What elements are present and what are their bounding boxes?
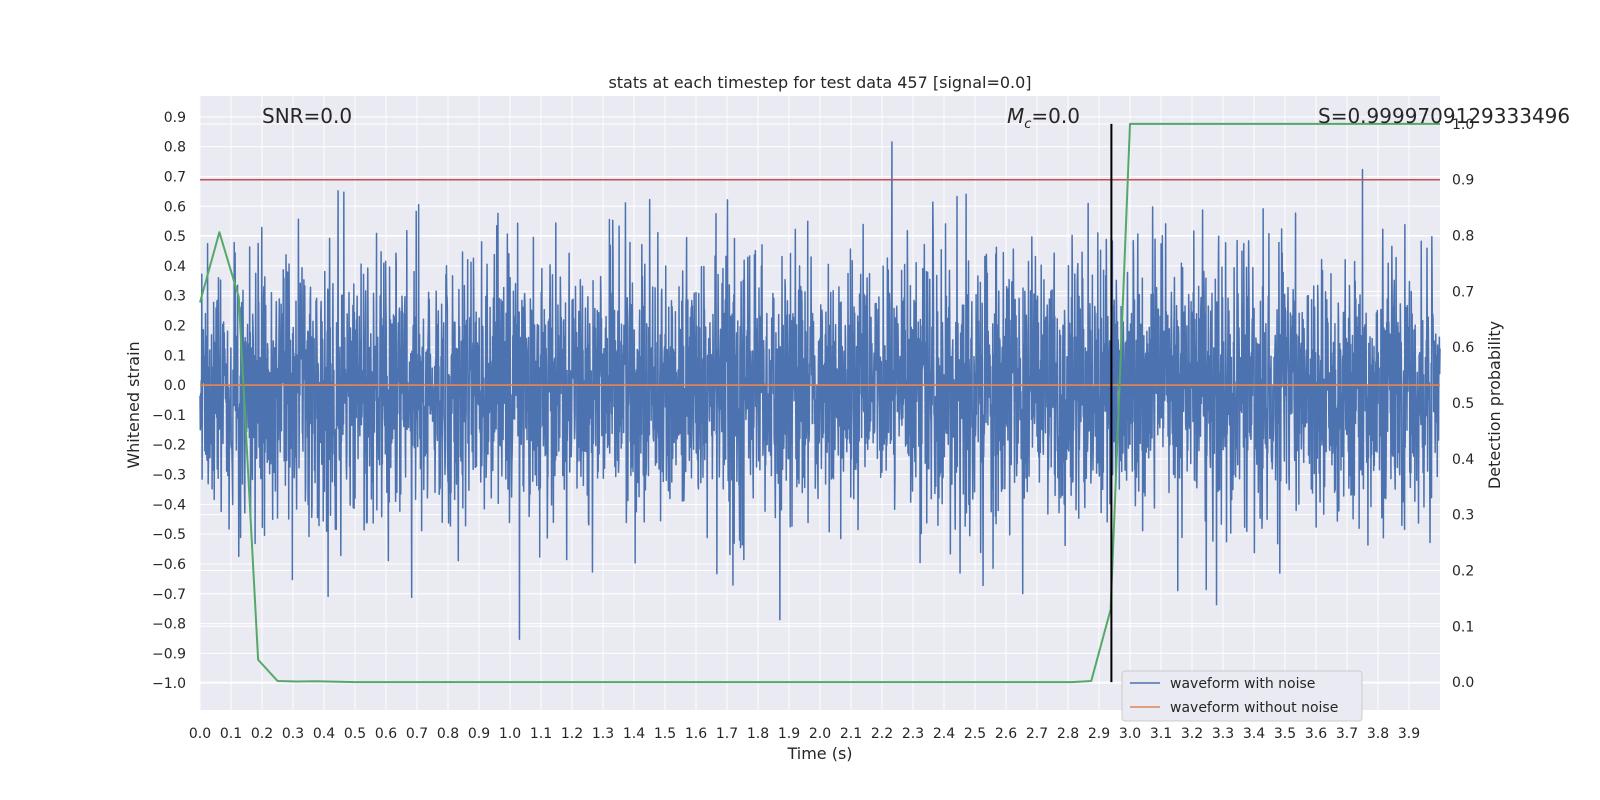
chart-title: stats at each timestep for test data 457… xyxy=(608,73,1031,92)
significance-annotation: S=0.9999709129333496 xyxy=(1318,104,1570,128)
y-tick-label: −0.3 xyxy=(152,468,186,484)
y2-tick-label: 0.0 xyxy=(1452,675,1474,691)
y-tick-label: −0.6 xyxy=(152,557,186,573)
y-tick-label: −0.8 xyxy=(152,617,186,633)
x-tick-label: 2.2 xyxy=(871,726,893,742)
y2-tick-label: 0.4 xyxy=(1452,452,1474,468)
x-tick-label: 0.8 xyxy=(437,726,459,742)
y-tick-label: 0.5 xyxy=(164,229,186,245)
x-tick-label: 3.8 xyxy=(1367,726,1389,742)
x-tick-label: 2.7 xyxy=(1026,726,1048,742)
y-tick-label: −0.5 xyxy=(152,527,186,543)
x-tick-label: 0.7 xyxy=(406,726,428,742)
y2-tick-label: 0.1 xyxy=(1452,619,1474,635)
x-tick-label: 2.3 xyxy=(902,726,924,742)
y-tick-label: −0.9 xyxy=(152,646,186,662)
x-tick-label: 0.3 xyxy=(282,726,304,742)
x-tick-label: 3.7 xyxy=(1336,726,1358,742)
x-tick-label: 1.1 xyxy=(530,726,552,742)
x-tick-label: 1.7 xyxy=(716,726,738,742)
probability-line xyxy=(199,122,1440,684)
x-tick-label: 2.4 xyxy=(933,726,955,742)
x-tick-label: 3.6 xyxy=(1305,726,1327,742)
chirp-mass-symbol: M xyxy=(1007,104,1024,128)
x-tick-label: 3.9 xyxy=(1398,726,1420,742)
y2-tick-label: 0.3 xyxy=(1452,508,1474,524)
x-tick-label: 3.4 xyxy=(1243,726,1265,742)
y-tick-label: −0.7 xyxy=(152,587,186,603)
y-axis-ticks: 0.9 0.8 0.7 0.6 0.5 0.4 0.3 0.2 0.1 0.0 −0.1 −0.2 −0… xyxy=(152,110,186,692)
y2-tick-label: 1.0 xyxy=(1452,117,1474,133)
y2-tick-label: 0.7 xyxy=(1452,284,1474,300)
y2-tick-label: 0.5 xyxy=(1452,396,1474,412)
y2-tick-label: 0.9 xyxy=(1452,173,1474,189)
y-tick-label: 0.6 xyxy=(164,199,186,215)
x-tick-label: 1.3 xyxy=(592,726,614,742)
noise-waveform-line xyxy=(199,141,1441,641)
x-tick-label: 0.6 xyxy=(375,726,397,742)
y2-axis-ticks: 1.0 0.9 0.8 0.7 0.6 0.5 0.4 0.3 0.2 0.1 0.0 xyxy=(1452,117,1474,691)
y-tick-label: 0.1 xyxy=(164,348,186,364)
y2-tick-label: 0.2 xyxy=(1452,563,1474,579)
x-tick-label: 1.8 xyxy=(747,726,769,742)
y-tick-label: 0.2 xyxy=(164,319,186,335)
series-waveform-with-noise xyxy=(199,141,1441,641)
legend-label-noise: waveform with noise xyxy=(1170,676,1315,692)
y-tick-label: −1.0 xyxy=(152,676,186,692)
y2-axis-label: Detection probability xyxy=(1485,321,1504,489)
x-tick-label: 3.3 xyxy=(1212,726,1234,742)
chirp-mass-annotation: Mc=0.0 xyxy=(1007,104,1080,132)
x-tick-label: 2.5 xyxy=(964,726,986,742)
y-tick-label: −0.4 xyxy=(152,497,186,513)
x-tick-label: 1.6 xyxy=(685,726,707,742)
y-tick-label: 0.8 xyxy=(164,140,186,156)
series-detection-probability xyxy=(199,122,1440,684)
y-tick-label: −0.2 xyxy=(152,438,186,454)
x-tick-label: 2.1 xyxy=(840,726,862,742)
y-tick-label: 0.0 xyxy=(164,378,186,394)
x-tick-label: 2.0 xyxy=(809,726,831,742)
x-tick-label: 1.4 xyxy=(623,726,645,742)
x-tick-label: 3.5 xyxy=(1274,726,1296,742)
chirp-mass-value: =0.0 xyxy=(1031,104,1080,128)
snr-annotation: SNR=0.0 xyxy=(262,104,352,128)
x-axis-ticks: 0.0 0.1 0.2 0.3 0.4 0.5 0.6 0.7 0.8 0.9 1.0 1.1 1.2 1… xyxy=(189,726,1420,742)
legend-label-clean: waveform without noise xyxy=(1170,700,1338,716)
x-tick-label: 0.4 xyxy=(313,726,335,742)
y2-tick-label: 0.8 xyxy=(1452,229,1474,245)
x-tick-label: 2.9 xyxy=(1088,726,1110,742)
x-tick-label: 0.2 xyxy=(251,726,273,742)
y2-tick-label: 0.6 xyxy=(1452,340,1474,356)
x-tick-label: 3.1 xyxy=(1150,726,1172,742)
chirp-mass-subscript: c xyxy=(1024,117,1031,132)
x-axis-label: Time (s) xyxy=(786,744,852,763)
x-tick-label: 3.2 xyxy=(1181,726,1203,742)
y-axis-label: Whitened strain xyxy=(124,341,143,468)
x-tick-label: 0.9 xyxy=(468,726,490,742)
x-tick-label: 1.2 xyxy=(561,726,583,742)
legend-box xyxy=(1121,670,1363,722)
y-tick-label: −0.1 xyxy=(152,408,186,424)
y-tick-label: 0.9 xyxy=(164,110,186,126)
x-tick-label: 0.0 xyxy=(189,726,211,742)
legend: waveform with noise waveform without noi… xyxy=(1121,670,1363,722)
x-tick-label: 3.0 xyxy=(1119,726,1141,742)
y-tick-label: 0.4 xyxy=(164,259,186,275)
x-tick-label: 2.8 xyxy=(1057,726,1079,742)
x-tick-label: 2.6 xyxy=(995,726,1017,742)
x-tick-label: 0.5 xyxy=(344,726,366,742)
y-tick-label: 0.3 xyxy=(164,289,186,305)
x-tick-label: 1.5 xyxy=(654,726,676,742)
y-tick-label: 0.7 xyxy=(164,169,186,185)
x-tick-label: 0.1 xyxy=(220,726,242,742)
x-tick-label: 1.9 xyxy=(778,726,800,742)
x-tick-label: 1.0 xyxy=(499,726,521,742)
